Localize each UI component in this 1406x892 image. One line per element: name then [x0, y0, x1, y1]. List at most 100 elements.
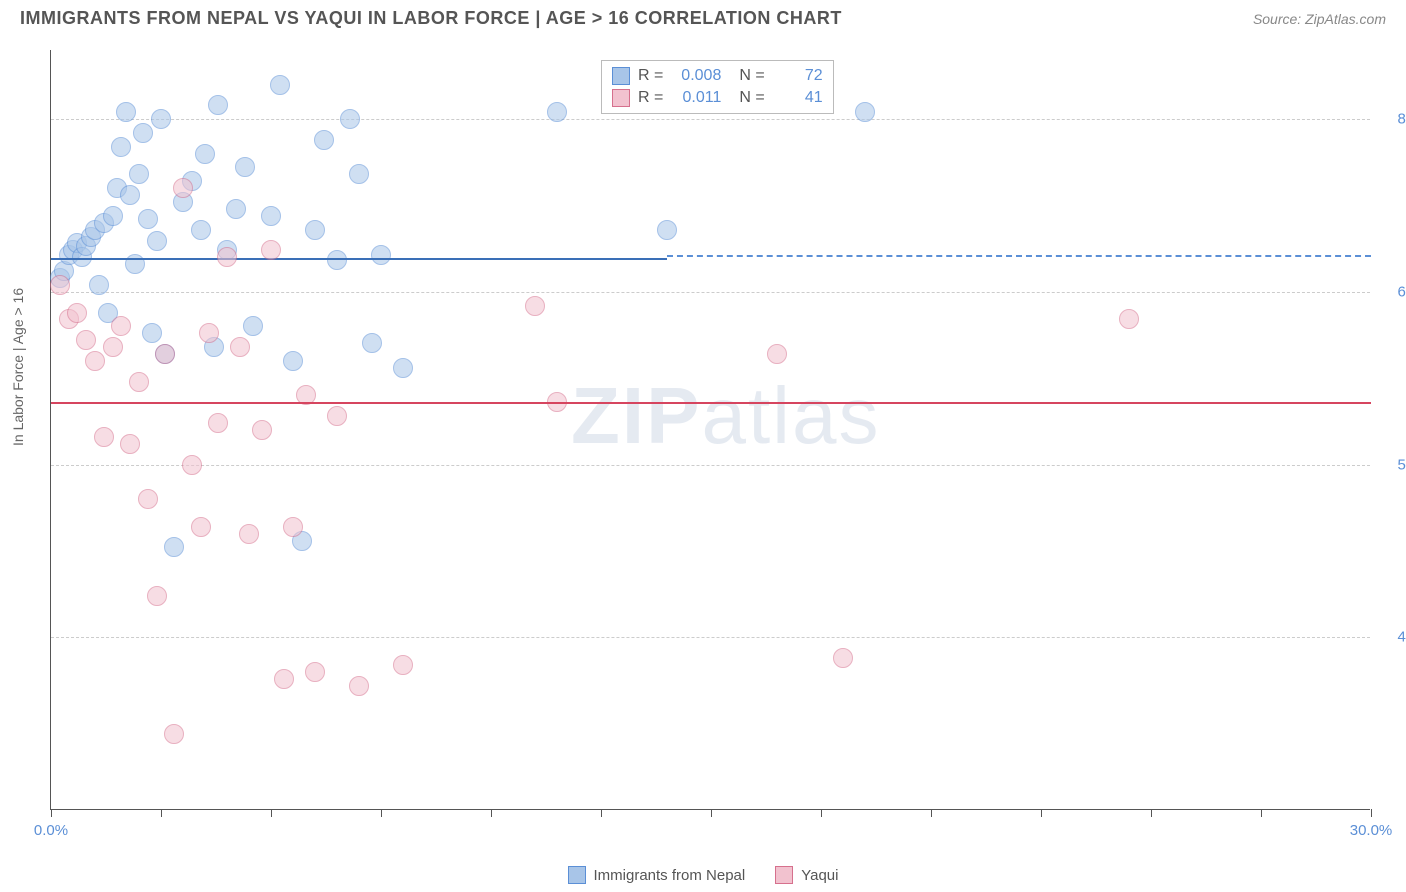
source-label: Source: ZipAtlas.com [1253, 11, 1386, 27]
legend-row: R = 0.008 N = 72 [612, 65, 823, 87]
data-point [230, 337, 250, 357]
data-point [349, 164, 369, 184]
data-point [151, 109, 171, 129]
x-tick [1041, 809, 1042, 817]
legend-r-label: R = [638, 67, 663, 85]
x-tick-label: 30.0% [1350, 822, 1393, 839]
data-point [120, 434, 140, 454]
data-point [340, 109, 360, 129]
data-point [195, 144, 215, 164]
watermark-bold: ZIP [571, 371, 701, 460]
data-point [191, 517, 211, 537]
data-point [327, 406, 347, 426]
data-point [767, 344, 787, 364]
data-point [208, 413, 228, 433]
data-point [226, 199, 246, 219]
x-tick [821, 809, 822, 817]
data-point [173, 178, 193, 198]
legend-bottom-item: Immigrants from Nepal [568, 866, 746, 884]
legend-row: R = 0.011 N = 41 [612, 87, 823, 109]
legend-swatch [568, 866, 586, 884]
data-point [235, 157, 255, 177]
data-point [116, 102, 136, 122]
data-point [217, 247, 237, 267]
data-point [1119, 309, 1139, 329]
y-tick-label: 80.0% [1380, 111, 1406, 128]
data-point [103, 206, 123, 226]
legend-swatch [775, 866, 793, 884]
data-point [657, 220, 677, 240]
data-point [94, 427, 114, 447]
data-point [138, 489, 158, 509]
data-point [155, 344, 175, 364]
grid-line [51, 637, 1370, 638]
legend-r-value: 0.011 [671, 89, 721, 107]
trend-line [51, 258, 667, 260]
grid-line [51, 465, 1370, 466]
trend-line-dashed [667, 255, 1371, 257]
data-point [270, 75, 290, 95]
data-point [120, 185, 140, 205]
data-point [393, 358, 413, 378]
legend-r-value: 0.008 [671, 67, 721, 85]
data-point [142, 323, 162, 343]
x-tick [711, 809, 712, 817]
watermark: ZIPatlas [571, 370, 880, 462]
legend-series-name: Immigrants from Nepal [594, 867, 746, 884]
x-tick [1371, 809, 1372, 817]
data-point [138, 209, 158, 229]
legend-r-label: R = [638, 89, 663, 107]
watermark-light: atlas [701, 371, 880, 460]
legend-top: R = 0.008 N = 72 R = 0.011 N = 41 [601, 60, 834, 114]
data-point [111, 316, 131, 336]
y-axis-label: In Labor Force | Age > 16 [10, 288, 26, 446]
data-point [164, 724, 184, 744]
x-tick [271, 809, 272, 817]
data-point [525, 296, 545, 316]
data-point [147, 586, 167, 606]
y-tick-label: 42.5% [1380, 629, 1406, 646]
data-point [314, 130, 334, 150]
data-point [252, 420, 272, 440]
data-point [125, 254, 145, 274]
data-point [208, 95, 228, 115]
grid-line [51, 292, 1370, 293]
data-point [133, 123, 153, 143]
scatter-plot-area: ZIPatlas 42.5%55.0%67.5%80.0%0.0%30.0%R … [50, 50, 1370, 810]
legend-series-name: Yaqui [801, 867, 838, 884]
data-point [855, 102, 875, 122]
data-point [393, 655, 413, 675]
data-point [199, 323, 219, 343]
data-point [349, 676, 369, 696]
data-point [76, 330, 96, 350]
chart-title: IMMIGRANTS FROM NEPAL VS YAQUI IN LABOR … [20, 8, 842, 29]
legend-n-label: N = [739, 89, 764, 107]
data-point [283, 351, 303, 371]
x-tick [1261, 809, 1262, 817]
x-tick-label: 0.0% [34, 822, 68, 839]
data-point [371, 245, 391, 265]
x-tick [1151, 809, 1152, 817]
legend-n-value: 72 [773, 67, 823, 85]
data-point [547, 102, 567, 122]
data-point [261, 240, 281, 260]
legend-n-label: N = [739, 67, 764, 85]
data-point [243, 316, 263, 336]
data-point [147, 231, 167, 251]
data-point [129, 372, 149, 392]
legend-bottom: Immigrants from Nepal Yaqui [0, 866, 1406, 884]
x-tick [491, 809, 492, 817]
x-tick [381, 809, 382, 817]
data-point [67, 303, 87, 323]
data-point [833, 648, 853, 668]
x-tick [601, 809, 602, 817]
data-point [305, 662, 325, 682]
data-point [305, 220, 325, 240]
data-point [164, 537, 184, 557]
legend-bottom-item: Yaqui [775, 866, 838, 884]
data-point [239, 524, 259, 544]
data-point [274, 669, 294, 689]
data-point [261, 206, 281, 226]
legend-n-value: 41 [773, 89, 823, 107]
legend-swatch [612, 67, 630, 85]
